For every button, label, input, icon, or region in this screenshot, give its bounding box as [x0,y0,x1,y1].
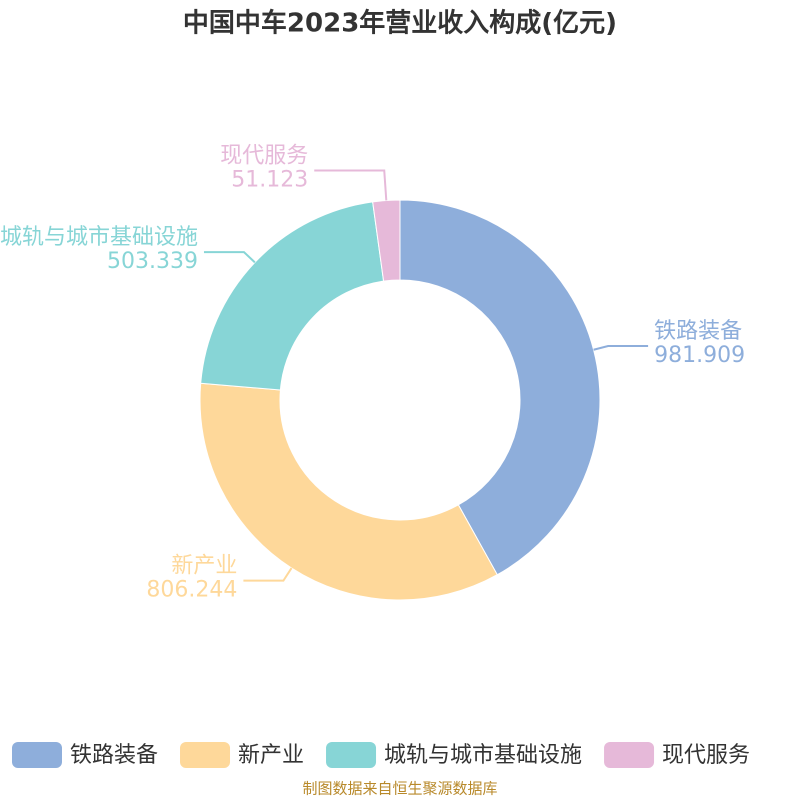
legend-label: 铁路装备 [70,743,158,768]
slice-label: 城轨与城市基础设施 [0,225,198,250]
legend-swatch [326,742,377,768]
slice-value: 806.244 [146,578,237,603]
donut-slice [200,201,385,391]
leader-line [243,567,293,582]
slice-label: 现代服务 [220,144,308,169]
donut-slice [372,199,401,282]
legend-swatch [12,742,62,768]
slice-label: 新产业 [171,554,237,579]
leader-line [593,344,649,351]
donut-slice [199,382,498,601]
slice-value: 981.909 [654,343,745,368]
source-note: 制图数据来自恒生聚源数据库 [302,780,497,798]
chart-title: 中国中车2023年营业收入构成(亿元) [183,8,617,39]
legend-label: 城轨与城市基础设施 [384,743,582,768]
legend-swatch [180,742,231,768]
slice-value: 51.123 [231,168,308,193]
legend-label: 新产业 [238,743,304,768]
donut-slice [399,199,601,576]
leader-line [203,251,256,264]
legend-label: 现代服务 [662,743,750,768]
slice-value: 503.339 [107,249,198,274]
leader-line [314,169,388,201]
legend-swatch [604,742,655,768]
slice-label: 铁路装备 [654,319,742,344]
